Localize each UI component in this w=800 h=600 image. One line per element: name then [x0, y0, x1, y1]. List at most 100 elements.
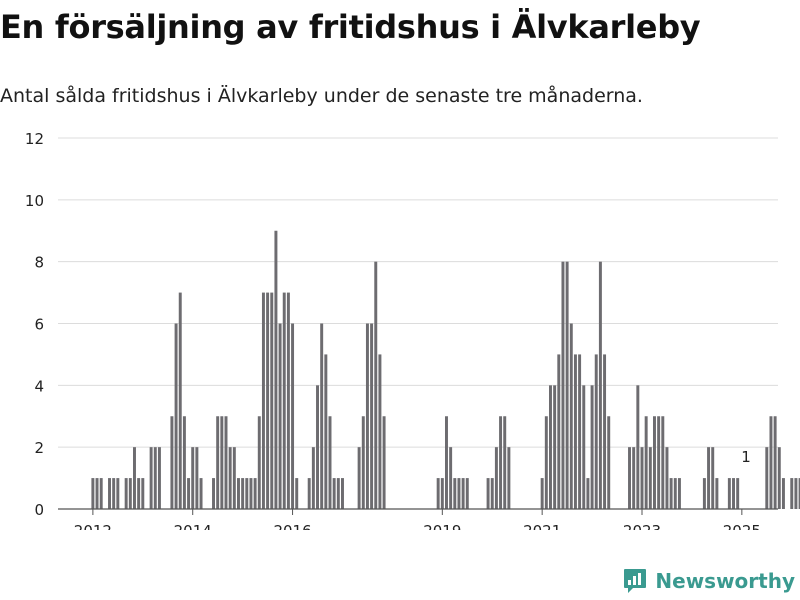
- bar: [232, 447, 236, 509]
- bar: [465, 478, 469, 509]
- chart-title: En försäljning av fritidshus i Älvkarleb…: [0, 8, 701, 46]
- bar: [191, 447, 195, 509]
- bar: [736, 478, 740, 509]
- bar: [486, 478, 490, 509]
- bar: [494, 447, 498, 509]
- bar: [586, 478, 590, 509]
- bar: [549, 385, 552, 509]
- bar: [461, 478, 465, 509]
- bar: [274, 230, 278, 509]
- bar: [540, 478, 544, 509]
- bar: [449, 447, 453, 509]
- bar: [199, 478, 203, 509]
- y-tick-label: 10: [25, 192, 44, 210]
- bar: [224, 416, 228, 509]
- bar: [182, 416, 186, 509]
- bar: [773, 416, 777, 509]
- bar: [237, 478, 240, 509]
- bar: [594, 354, 598, 509]
- bar: [598, 261, 602, 509]
- data-labels: 1: [741, 448, 751, 466]
- bar: [644, 416, 648, 509]
- bar: [707, 447, 711, 509]
- x-tick-label: 2014: [174, 522, 212, 530]
- bar: [569, 323, 573, 509]
- y-tick-label: 6: [34, 316, 44, 334]
- bar: [316, 385, 319, 509]
- bar: [440, 478, 444, 509]
- y-tick-label: 8: [34, 254, 44, 272]
- bar: [112, 478, 116, 509]
- bar: [607, 416, 611, 509]
- bar: [91, 478, 95, 509]
- bar: [261, 292, 265, 509]
- y-tick-label: 12: [25, 130, 44, 148]
- bar: [324, 354, 328, 509]
- bar: [336, 478, 340, 509]
- bar: [116, 478, 120, 509]
- bar: [553, 385, 557, 509]
- bar-chart-speech-bubble-icon: [624, 569, 647, 593]
- bar: [291, 323, 295, 509]
- bar: [361, 416, 365, 509]
- bar: [286, 292, 290, 509]
- bar: [311, 447, 315, 509]
- bar: [216, 416, 220, 509]
- bar: [640, 447, 644, 509]
- x-tick-label: 2016: [273, 522, 311, 530]
- bar: [212, 478, 215, 509]
- bar: [220, 416, 224, 509]
- bar: [544, 416, 548, 509]
- x-tick-label: 2012: [74, 522, 112, 530]
- bar: [341, 478, 344, 509]
- bar: [503, 416, 507, 509]
- bar: [653, 416, 656, 509]
- bar: [798, 478, 800, 509]
- brand-name: Newsworthy: [655, 569, 795, 593]
- bar: [732, 478, 735, 509]
- bar: [266, 292, 270, 509]
- bar: [661, 416, 665, 509]
- x-tick-label: 2021: [523, 522, 561, 530]
- x-tick-label: 2023: [623, 522, 661, 530]
- bar: [282, 292, 286, 509]
- bar: [669, 478, 673, 509]
- bar: [765, 447, 769, 509]
- bar: [665, 447, 669, 509]
- bar: [357, 447, 361, 509]
- bar: [365, 323, 369, 509]
- bar: [95, 478, 99, 509]
- bar: [257, 416, 261, 509]
- bar: [578, 354, 582, 509]
- bar: [157, 447, 161, 509]
- bar: [228, 447, 232, 509]
- bar: [249, 478, 253, 509]
- bar: [702, 478, 706, 509]
- x-tick-label: 2025: [723, 522, 761, 530]
- bar: [648, 447, 652, 509]
- bar: [499, 416, 503, 509]
- bar: [253, 478, 257, 509]
- bar: [453, 478, 457, 509]
- bar: [124, 478, 128, 509]
- data-label: 1: [741, 448, 751, 466]
- bar: [332, 478, 336, 509]
- bar: [727, 478, 731, 509]
- bar: [374, 261, 378, 509]
- bar: [715, 478, 719, 509]
- bar: [141, 478, 145, 509]
- bar: [328, 416, 332, 509]
- bar: [777, 447, 781, 509]
- y-tick-label: 0: [34, 501, 44, 519]
- bar: [295, 478, 299, 509]
- bar: [603, 354, 607, 509]
- bar: [590, 385, 594, 509]
- bar: [557, 354, 561, 509]
- bar: [245, 478, 249, 509]
- bar: [781, 478, 785, 509]
- bar: [436, 478, 440, 509]
- y-tick-label: 2: [34, 439, 44, 457]
- x-axis: 2012 2014 2016 2019 2021 2023 2025: [58, 508, 778, 530]
- chart-subtitle: Antal sålda fritidshus i Älvkarleby unde…: [0, 85, 643, 107]
- bar: [195, 447, 199, 509]
